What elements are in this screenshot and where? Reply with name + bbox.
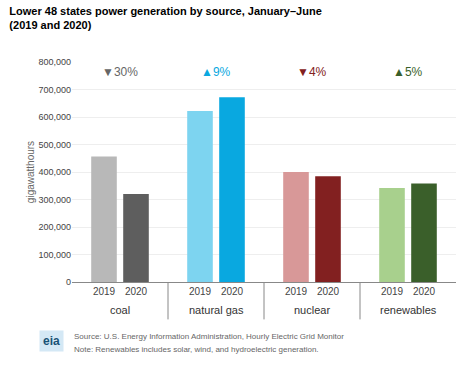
svg-text:600,000: 600,000 bbox=[38, 112, 71, 122]
svg-text:2019: 2019 bbox=[93, 286, 116, 297]
svg-text:Note: Renewables includes sola: Note: Renewables includes solar, wind, a… bbox=[74, 345, 319, 354]
svg-text:2020: 2020 bbox=[317, 286, 340, 297]
svg-text:Lower 48 states power generati: Lower 48 states power generation by sour… bbox=[9, 5, 321, 31]
svg-text:coal: coal bbox=[110, 304, 130, 316]
svg-text:renewables: renewables bbox=[380, 304, 437, 316]
svg-text:▼30%: ▼30% bbox=[102, 65, 138, 79]
svg-text:700,000: 700,000 bbox=[38, 85, 71, 95]
svg-text:▲9%: ▲9% bbox=[201, 65, 231, 79]
svg-text:gigawatthours: gigawatthours bbox=[25, 141, 36, 203]
svg-text:Source: U.S. Energy Informatio: Source: U.S. Energy Information Administ… bbox=[74, 332, 344, 341]
svg-text:2019: 2019 bbox=[381, 286, 404, 297]
svg-text:natural gas: natural gas bbox=[189, 304, 244, 316]
svg-text:2020: 2020 bbox=[125, 286, 148, 297]
svg-text:nuclear: nuclear bbox=[294, 304, 330, 316]
svg-text:▲5%: ▲5% bbox=[393, 65, 423, 79]
svg-text:400,000: 400,000 bbox=[38, 167, 71, 177]
svg-text:200,000: 200,000 bbox=[38, 222, 71, 232]
svg-text:2019: 2019 bbox=[285, 286, 308, 297]
svg-text:2020: 2020 bbox=[413, 286, 436, 297]
svg-text:300,000: 300,000 bbox=[38, 195, 71, 205]
svg-text:800,000: 800,000 bbox=[38, 57, 71, 67]
svg-text:0: 0 bbox=[66, 277, 71, 287]
svg-text:2019: 2019 bbox=[189, 286, 212, 297]
svg-text:2020: 2020 bbox=[221, 286, 244, 297]
svg-text:▼4%: ▼4% bbox=[297, 65, 327, 79]
svg-text:500,000: 500,000 bbox=[38, 140, 71, 150]
svg-text:eia: eia bbox=[43, 334, 60, 348]
svg-text:100,000: 100,000 bbox=[38, 250, 71, 260]
